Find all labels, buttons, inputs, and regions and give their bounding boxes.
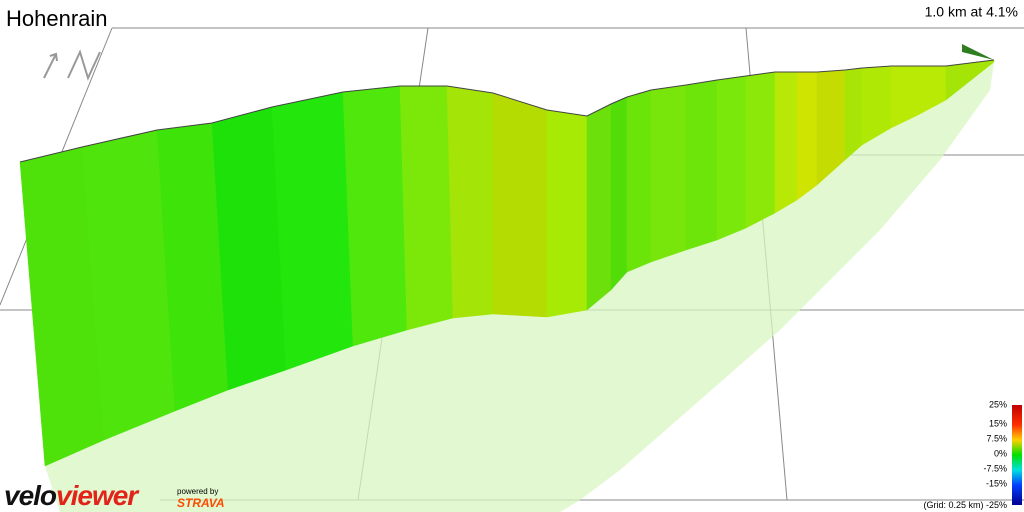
ribbon-segment bbox=[626, 89, 652, 273]
ribbon-segment bbox=[492, 92, 548, 318]
legend-label: 15% bbox=[989, 418, 1007, 428]
ribbon-segment bbox=[342, 85, 408, 347]
ribbon-segment bbox=[774, 71, 798, 214]
logo-b: viewer bbox=[56, 480, 140, 511]
ribbon-segment bbox=[586, 103, 612, 311]
segment-title: Hohenrain bbox=[6, 6, 108, 31]
legend-label: 7.5% bbox=[986, 433, 1007, 443]
end-marker bbox=[962, 44, 994, 60]
ribbon-segment bbox=[844, 67, 863, 161]
color-scale bbox=[1012, 405, 1022, 505]
legend-min: -25% bbox=[986, 500, 1007, 510]
ribbon-edge bbox=[19, 59, 995, 163]
ribbon-segment bbox=[745, 71, 776, 229]
logo-a: velo bbox=[4, 480, 57, 511]
ribbon-segment bbox=[796, 71, 818, 201]
legend-label: 25% bbox=[989, 399, 1007, 409]
legend: 25% 15% 7.5% 0% -7.5% -15% bbox=[983, 399, 1007, 488]
ribbon-segment bbox=[610, 96, 628, 291]
ribbon-segment bbox=[271, 91, 354, 371]
shadow bbox=[45, 62, 994, 512]
powered-by: powered by bbox=[177, 487, 218, 496]
legend-label: -15% bbox=[986, 478, 1007, 488]
ribbon bbox=[19, 59, 995, 467]
legend-label: 0% bbox=[994, 448, 1007, 458]
ribbon-segment bbox=[446, 85, 494, 319]
grid-note: (Grid: 0.25 km) -25% bbox=[923, 500, 1007, 510]
legend-label: -7.5% bbox=[983, 463, 1007, 473]
grid-note-text: (Grid: 0.25 km) bbox=[923, 500, 983, 510]
ribbon-segment bbox=[716, 75, 747, 241]
partner: STRAVA bbox=[177, 496, 225, 510]
ribbon-segment bbox=[546, 109, 588, 318]
logo: veloviewer bbox=[4, 480, 140, 511]
compass bbox=[43, 49, 101, 81]
ribbon-segment bbox=[685, 79, 718, 251]
segment-summary: 1.0 km at 4.1% bbox=[925, 4, 1018, 20]
ribbon-segment bbox=[399, 85, 454, 331]
ribbon-segment bbox=[650, 84, 687, 263]
